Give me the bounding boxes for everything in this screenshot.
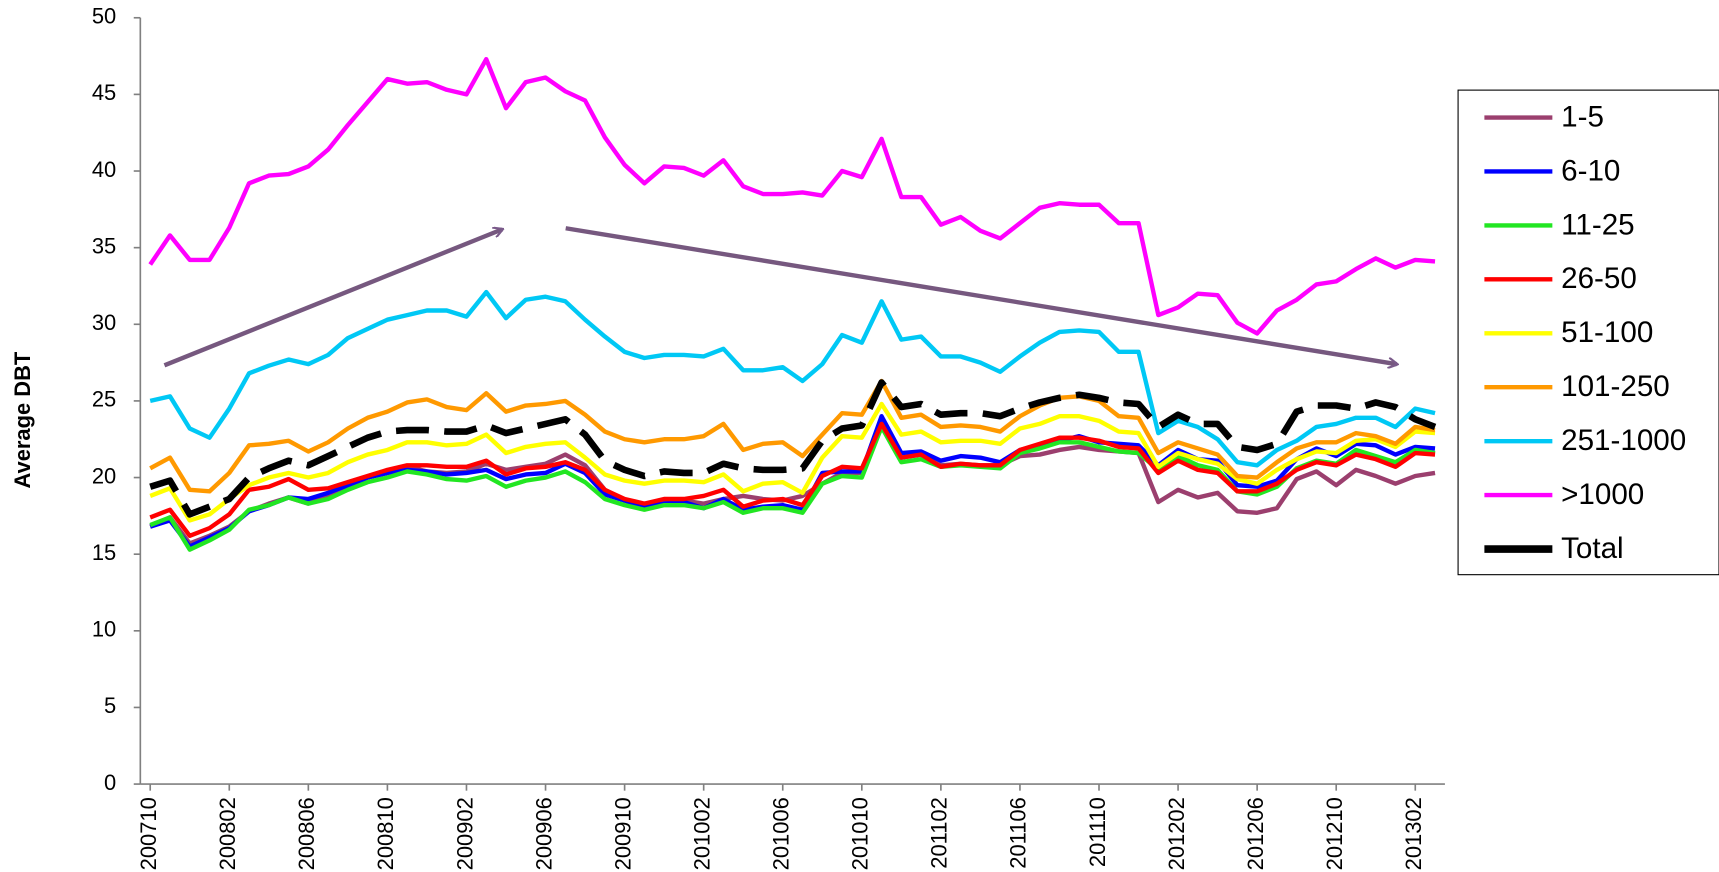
y-tick-label: 15 — [92, 540, 116, 565]
y-tick-label: 0 — [104, 770, 116, 795]
series-line — [149, 289, 1436, 468]
x-tick-label: 200906 — [531, 797, 556, 870]
y-tick-label: 5 — [104, 693, 116, 718]
legend-label: 26-50 — [1561, 262, 1637, 295]
legend-label: >1000 — [1561, 478, 1644, 511]
x-tick-label: 201002 — [689, 797, 714, 870]
x-tick-label: 201302 — [1401, 797, 1426, 870]
x-tick-label: 201006 — [769, 797, 794, 870]
y-tick-label: 35 — [92, 233, 116, 258]
y-tick-label: 10 — [92, 617, 116, 642]
series-line — [149, 379, 1437, 518]
y-tick-label: 20 — [92, 463, 116, 488]
x-tick-label: 201010 — [848, 797, 873, 870]
trend-arrow-down — [565, 226, 1397, 364]
legend-label: 251-1000 — [1561, 424, 1686, 457]
x-tick-label: 201110 — [1085, 797, 1110, 867]
legend-label: Total — [1561, 532, 1624, 565]
x-tick-label: 200810 — [373, 797, 398, 870]
x-tick-label: 200710 — [136, 797, 161, 870]
x-tick-label: 201210 — [1322, 797, 1347, 870]
y-tick-label: 30 — [92, 310, 116, 335]
legend-label: 101-250 — [1561, 370, 1670, 403]
x-tick-label: 200802 — [215, 797, 240, 870]
y-tick-label: 50 — [92, 4, 116, 29]
series-line — [149, 378, 1436, 494]
series-line — [149, 421, 1436, 538]
x-tick-label: 200910 — [610, 797, 635, 870]
y-tick-label: 45 — [92, 80, 116, 105]
y-axis-label: Average DBT — [10, 351, 35, 488]
legend-label: 11-25 — [1561, 208, 1634, 241]
x-tick-label: 201106 — [1006, 797, 1031, 868]
legend-label: 6-10 — [1561, 154, 1620, 187]
legend-label: 1-5 — [1561, 100, 1604, 133]
legend-label: 51-100 — [1561, 316, 1653, 349]
series-line — [149, 401, 1436, 523]
series-line — [148, 56, 1436, 336]
x-tick-label: 200902 — [452, 797, 477, 870]
x-tick-label: 201206 — [1243, 797, 1268, 870]
y-tick-label: 40 — [92, 157, 116, 182]
trend-arrow-up — [163, 229, 502, 368]
x-tick-label: 200806 — [294, 797, 319, 870]
x-tick-label: 201102 — [927, 797, 952, 868]
x-tick-label: 201202 — [1164, 797, 1189, 870]
y-tick-label: 25 — [92, 387, 116, 412]
